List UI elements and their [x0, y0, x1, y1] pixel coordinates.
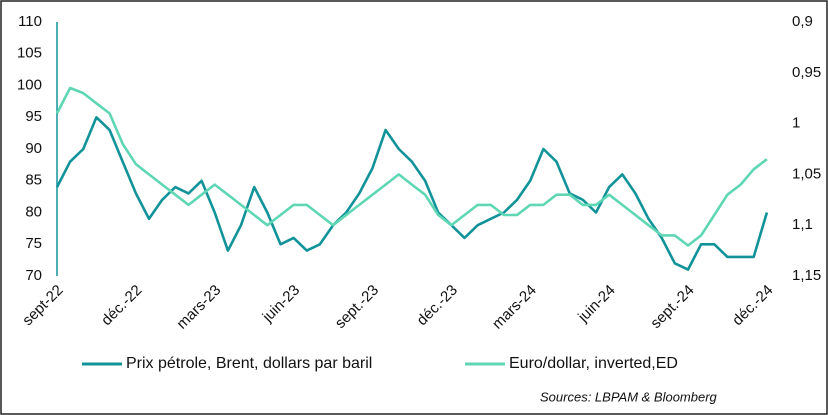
y2-tick-label: 1,1 — [792, 216, 813, 233]
series-line — [55, 86, 768, 247]
y-tick-label: 70 — [25, 267, 42, 284]
y-tick-label: 110 — [18, 13, 42, 30]
y2-tick-label: 0,9 — [792, 13, 813, 30]
legend-label: Prix pétrole, Brent, dollars par baril — [126, 355, 372, 372]
y2-tick-label: 0,95 — [792, 64, 821, 81]
y-tick-label: 105 — [17, 45, 42, 62]
y2-tick-label: 1 — [792, 115, 800, 132]
source: Sources: LBPAM & Bloomberg — [540, 389, 718, 404]
y-tick-label: 80 — [25, 203, 42, 220]
y-tick-label: 100 — [17, 76, 42, 93]
y-tick-label: 85 — [25, 172, 42, 189]
y2-tick-label: 1,15 — [792, 267, 821, 284]
legend-label: Euro/dollar, inverted,ED — [509, 355, 678, 372]
series-line — [55, 116, 769, 271]
y-tick-label: 95 — [25, 108, 42, 125]
y-tick-label: 90 — [25, 140, 42, 157]
y-tick-label: 75 — [25, 235, 42, 252]
y2-tick-label: 1,05 — [792, 165, 821, 182]
